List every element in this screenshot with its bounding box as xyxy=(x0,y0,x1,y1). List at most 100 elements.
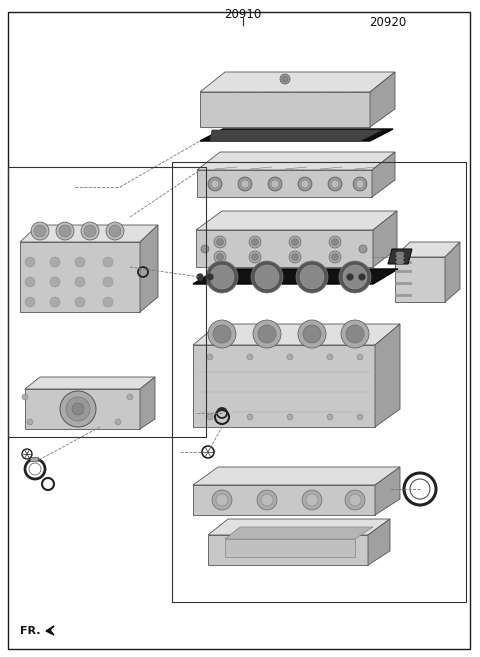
Polygon shape xyxy=(20,242,140,312)
Circle shape xyxy=(56,222,74,240)
Polygon shape xyxy=(395,242,460,257)
Circle shape xyxy=(31,222,49,240)
Circle shape xyxy=(268,177,282,191)
Polygon shape xyxy=(193,485,375,515)
Circle shape xyxy=(214,236,226,248)
Circle shape xyxy=(252,238,259,246)
Circle shape xyxy=(22,394,28,400)
Polygon shape xyxy=(20,225,158,242)
Polygon shape xyxy=(445,242,460,302)
Circle shape xyxy=(59,225,71,237)
Circle shape xyxy=(251,261,283,293)
Circle shape xyxy=(103,257,113,267)
Circle shape xyxy=(287,354,293,360)
Circle shape xyxy=(271,180,279,188)
Circle shape xyxy=(357,354,363,360)
Circle shape xyxy=(247,414,253,420)
Circle shape xyxy=(347,273,353,281)
Circle shape xyxy=(300,265,324,289)
Circle shape xyxy=(341,320,369,348)
Circle shape xyxy=(206,273,214,281)
Polygon shape xyxy=(225,539,355,557)
Polygon shape xyxy=(140,225,158,312)
Circle shape xyxy=(349,494,361,506)
Circle shape xyxy=(280,74,290,84)
Circle shape xyxy=(25,297,35,307)
Circle shape xyxy=(115,419,121,425)
Polygon shape xyxy=(197,170,372,197)
Circle shape xyxy=(261,494,273,506)
Circle shape xyxy=(331,180,339,188)
Polygon shape xyxy=(25,389,140,429)
Circle shape xyxy=(289,251,301,263)
Circle shape xyxy=(241,180,249,188)
Polygon shape xyxy=(208,535,368,565)
Circle shape xyxy=(298,320,326,348)
Circle shape xyxy=(339,261,371,293)
Circle shape xyxy=(211,180,219,188)
Circle shape xyxy=(329,236,341,248)
Polygon shape xyxy=(46,626,54,635)
Polygon shape xyxy=(140,377,155,429)
Circle shape xyxy=(210,265,234,289)
Circle shape xyxy=(109,225,121,237)
Circle shape xyxy=(207,354,213,360)
Polygon shape xyxy=(200,72,395,92)
Circle shape xyxy=(327,414,333,420)
Circle shape xyxy=(282,76,288,82)
Circle shape xyxy=(343,265,367,289)
Circle shape xyxy=(196,273,204,281)
Circle shape xyxy=(50,297,60,307)
Circle shape xyxy=(329,251,341,263)
Polygon shape xyxy=(370,72,395,127)
Circle shape xyxy=(216,238,224,246)
Circle shape xyxy=(127,394,133,400)
Polygon shape xyxy=(193,467,400,485)
Bar xyxy=(8,167,206,437)
Circle shape xyxy=(258,325,276,343)
Circle shape xyxy=(106,222,124,240)
Circle shape xyxy=(103,277,113,287)
Polygon shape xyxy=(193,324,400,345)
Circle shape xyxy=(238,177,252,191)
Circle shape xyxy=(303,325,321,343)
Circle shape xyxy=(291,238,299,246)
Circle shape xyxy=(346,325,364,343)
Polygon shape xyxy=(210,130,382,141)
Circle shape xyxy=(75,277,85,287)
Ellipse shape xyxy=(396,252,404,256)
Polygon shape xyxy=(208,519,390,535)
Polygon shape xyxy=(225,527,373,539)
Circle shape xyxy=(212,490,232,510)
Circle shape xyxy=(75,297,85,307)
Circle shape xyxy=(214,251,226,263)
Circle shape xyxy=(298,177,312,191)
Polygon shape xyxy=(395,257,445,302)
Text: 20910: 20910 xyxy=(224,8,262,21)
Circle shape xyxy=(328,177,342,191)
Circle shape xyxy=(207,414,213,420)
Circle shape xyxy=(255,265,279,289)
Circle shape xyxy=(213,325,231,343)
Circle shape xyxy=(50,277,60,287)
Circle shape xyxy=(253,320,281,348)
Circle shape xyxy=(247,354,253,360)
Polygon shape xyxy=(30,457,38,461)
Polygon shape xyxy=(197,152,395,170)
Circle shape xyxy=(216,494,228,506)
Circle shape xyxy=(84,225,96,237)
Circle shape xyxy=(332,254,338,260)
Polygon shape xyxy=(372,152,395,197)
Circle shape xyxy=(359,273,365,281)
Circle shape xyxy=(208,177,222,191)
Polygon shape xyxy=(200,92,370,127)
Ellipse shape xyxy=(396,260,404,264)
Bar xyxy=(172,162,466,602)
Circle shape xyxy=(27,419,33,425)
Circle shape xyxy=(75,257,85,267)
Circle shape xyxy=(34,225,46,237)
Circle shape xyxy=(216,254,224,260)
Circle shape xyxy=(72,403,84,415)
Circle shape xyxy=(289,236,301,248)
Polygon shape xyxy=(196,211,397,230)
